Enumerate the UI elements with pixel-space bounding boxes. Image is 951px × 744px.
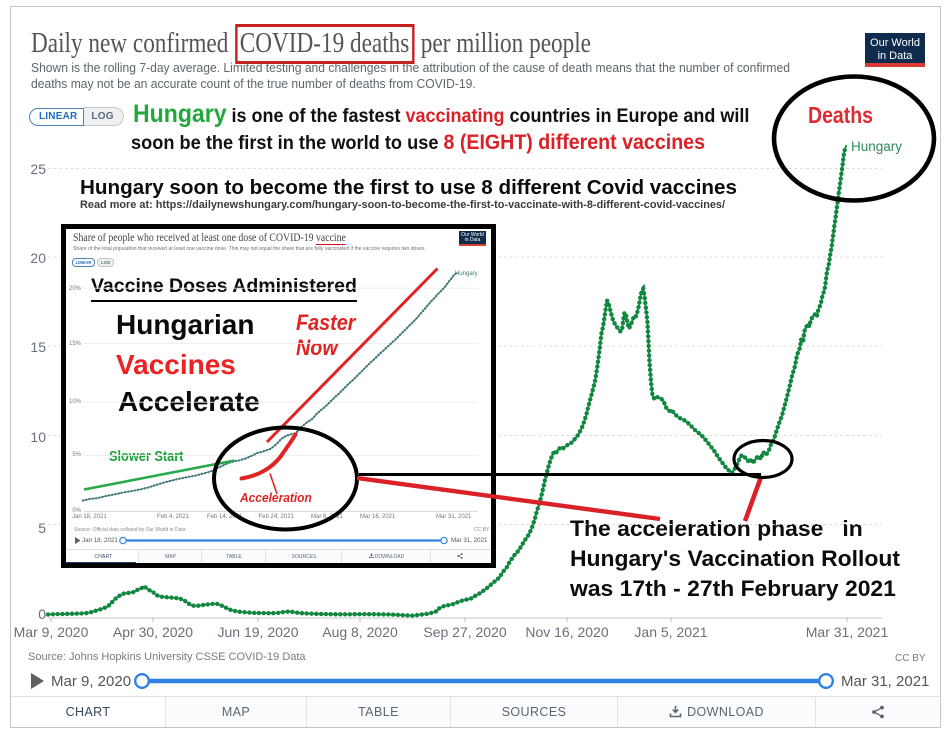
svg-text:Hungary: Hungary	[455, 271, 478, 277]
svg-text:Hungary: Hungary	[851, 139, 902, 154]
